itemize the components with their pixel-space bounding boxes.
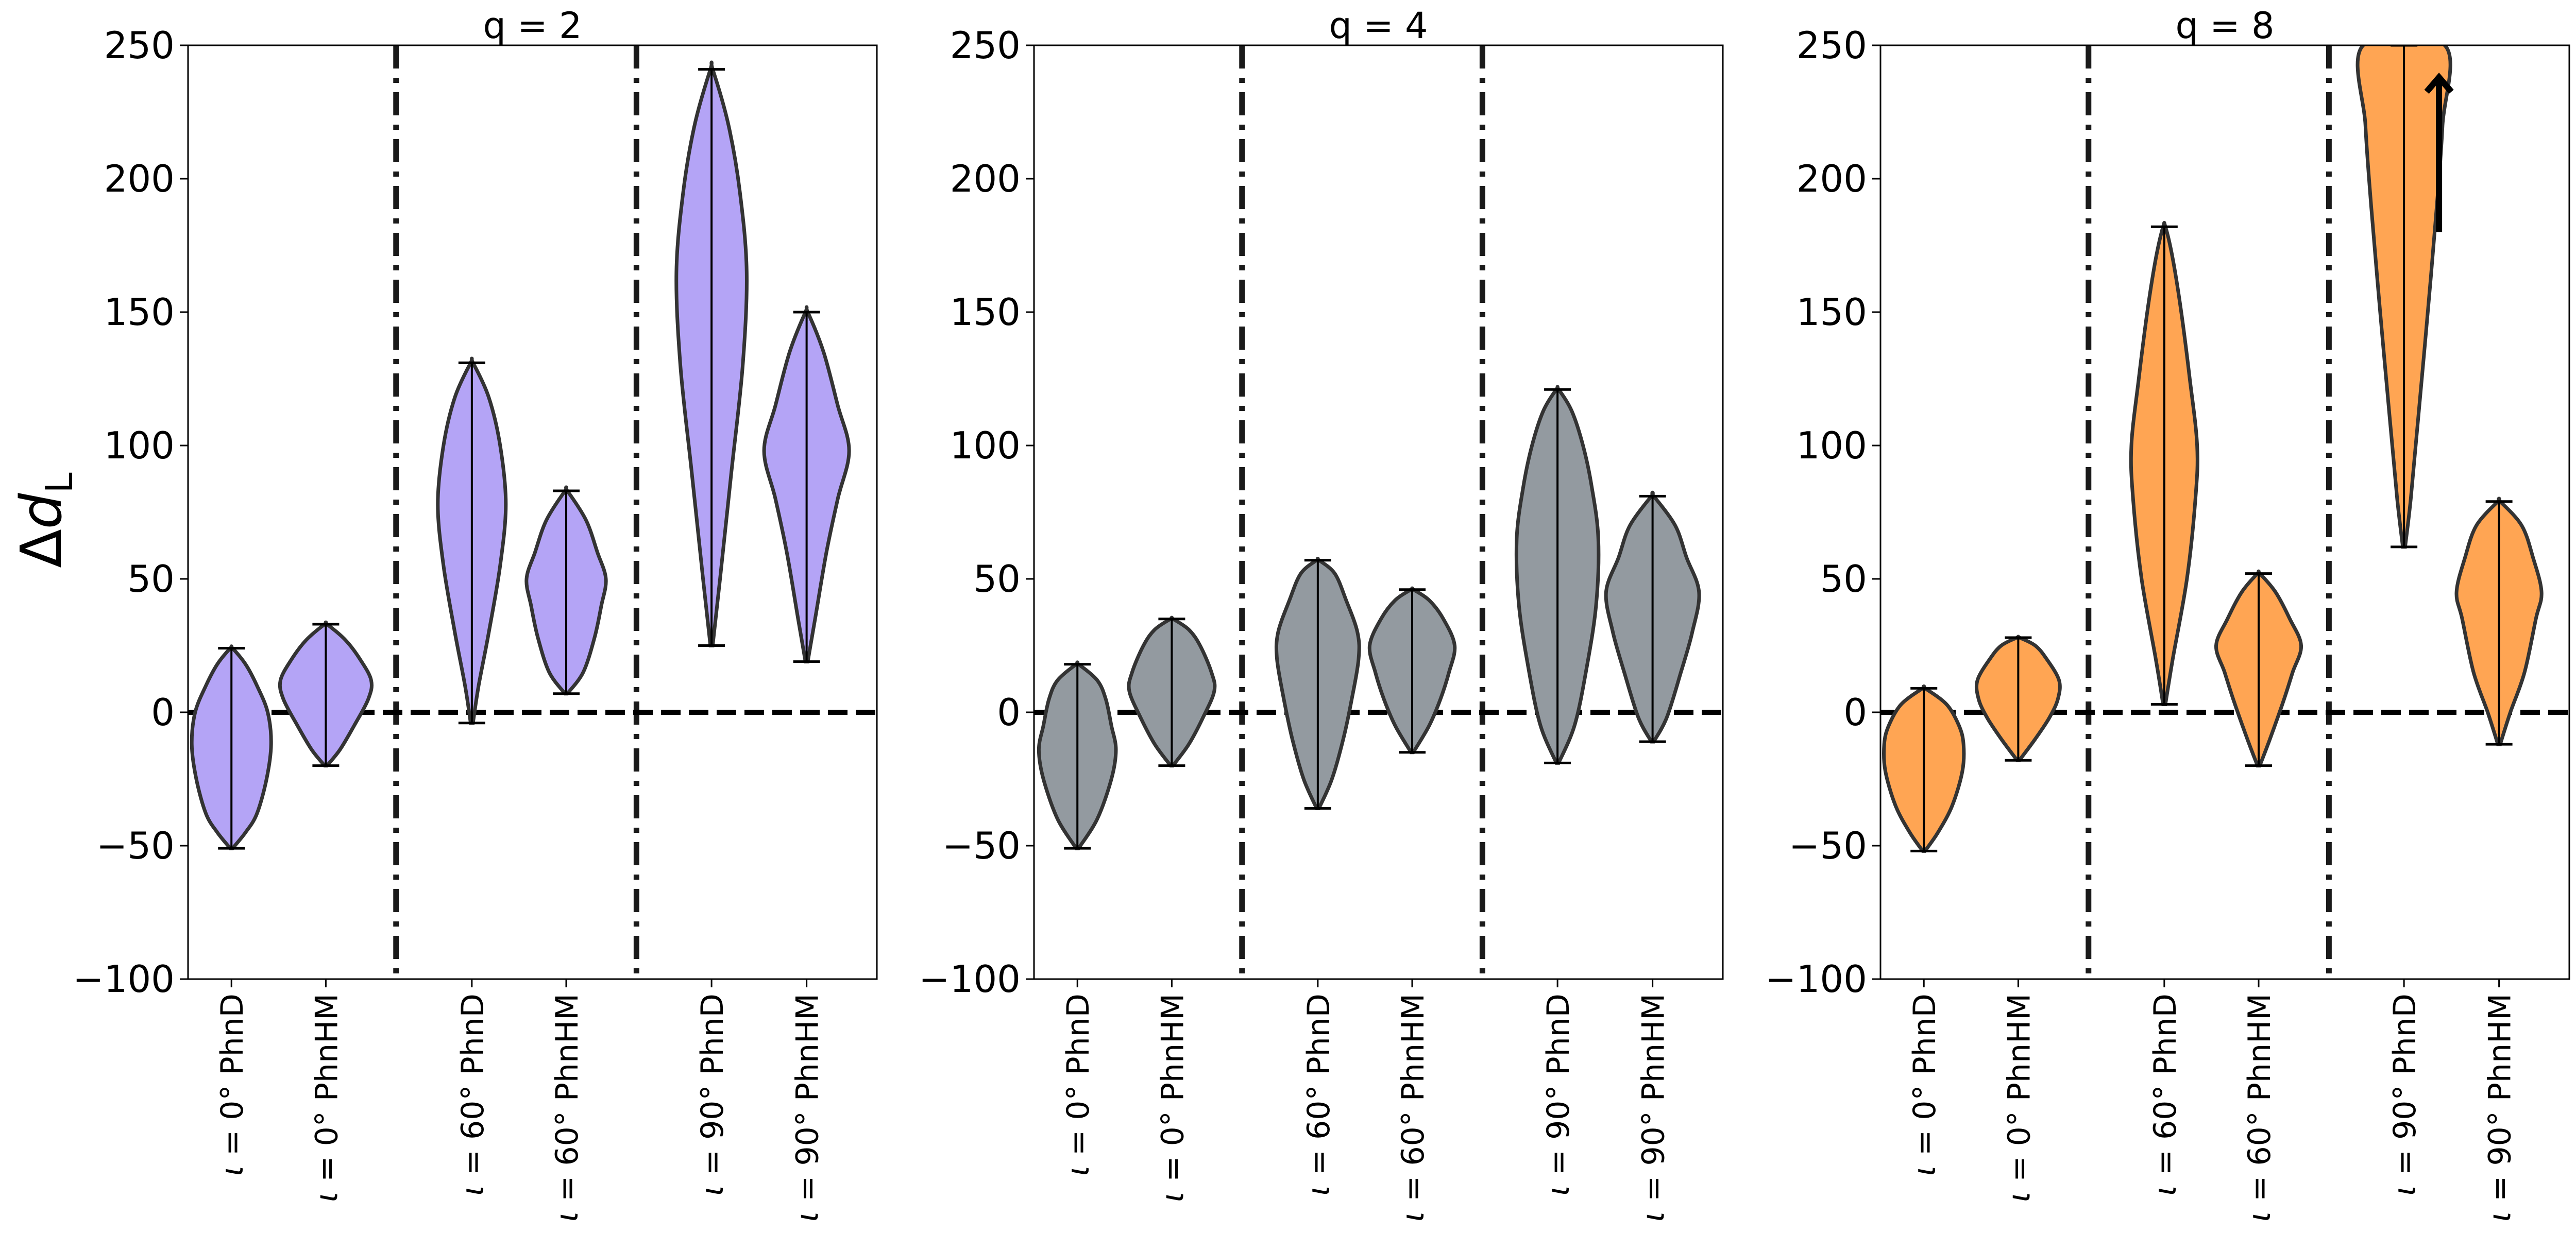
x-tick-label: ι = 0° PhnD: [1907, 994, 1943, 1176]
y-tick-label: 50: [973, 557, 1021, 601]
x-tick-label: ι = 0° PhnD: [1060, 994, 1096, 1176]
y-tick-label: 50: [1820, 557, 1867, 601]
y-tick-label: 200: [1797, 157, 1867, 200]
y-tick-label: 0: [151, 691, 175, 734]
x-tick-label: ι = 90° PhnHM: [790, 994, 826, 1222]
x-tick-label: ι = 60° PhnHM: [549, 994, 585, 1222]
x-tick-label: ι = 0° PhnHM: [1155, 994, 1191, 1202]
x-tick-label: ι = 60° PhnHM: [1395, 994, 1431, 1222]
y-tick-label: 150: [950, 290, 1021, 334]
plot-frame: [187, 44, 878, 980]
violins: [1037, 385, 1701, 850]
y-tick-label: 100: [1797, 424, 1867, 467]
plot-frame: [1879, 44, 2570, 980]
x-tick-label: ι = 0° PhnD: [214, 994, 250, 1176]
y-tick-label: −100: [919, 957, 1021, 1001]
y-tick-label: 50: [127, 557, 175, 601]
x-tick-label: ι = 0° PhnHM: [309, 994, 345, 1202]
y-tick-label: 0: [1843, 691, 1867, 734]
x-tick-label: ι = 60° PhnD: [1301, 994, 1337, 1196]
y-tick-label: 150: [1797, 290, 1867, 334]
plot-frame: [1033, 44, 1724, 980]
x-tick-label: ι = 60° PhnHM: [2242, 994, 2278, 1222]
x-tick-label: ι = 60° PhnD: [2147, 994, 2183, 1196]
y-tick-label: 150: [104, 290, 175, 334]
y-tick-label: 0: [997, 691, 1021, 734]
panel-q2: q = 2 −100 −50 0 50 100 150 200 250 ι = 0° PhnD ι …: [73, 5, 878, 1222]
x-tick-label: ι = 90° PhnD: [694, 994, 731, 1196]
y-tick-label: −50: [96, 824, 175, 867]
y-axis-label-var: d: [8, 492, 74, 529]
violins: [190, 60, 851, 850]
y-tick-label: 200: [950, 157, 1021, 200]
y-tick-label: −100: [73, 957, 175, 1001]
y-tick-label: 250: [1797, 24, 1867, 67]
y-tick-label: 100: [950, 424, 1021, 467]
y-tick-label: 250: [950, 24, 1021, 67]
off-scale-arrowhead: [2424, 72, 2454, 94]
panel-title: q = 8: [2175, 5, 2274, 47]
y-tick-label: 250: [104, 24, 175, 67]
y-tick-label: −50: [1789, 824, 1867, 867]
panel-q8: q = 8 −100 −50 0 50 100 150 200 250 ι = 0° PhnD ι …: [1765, 5, 2570, 1222]
y-axis-label-sub: L: [38, 472, 81, 493]
panel-title: q = 4: [1329, 5, 1428, 47]
x-tick-label: ι = 90° PhnHM: [2482, 994, 2518, 1222]
x-tick-label: ι = 60° PhnD: [455, 994, 491, 1196]
x-tick-label: ι = 90° PhnD: [2387, 994, 2423, 1196]
y-tick-label: −100: [1765, 957, 1867, 1001]
y-axis-label-delta: Δ: [8, 529, 74, 568]
y-tick-label: −50: [942, 824, 1021, 867]
y-axis-label: ΔdL: [8, 472, 81, 568]
y-tick-label: 200: [104, 157, 175, 200]
panel-q4: q = 4 −100 −50 0 50 100 150 200 250 ι = 0° PhnD ι …: [919, 5, 1724, 1222]
x-tick-label: ι = 0° PhnHM: [2001, 994, 2037, 1202]
x-tick-label: ι = 90° PhnHM: [1636, 994, 1672, 1222]
panel-title: q = 2: [483, 5, 582, 47]
x-tick-label: ι = 90° PhnD: [1540, 994, 1577, 1196]
violins: [1882, 45, 2544, 853]
y-tick-label: 100: [104, 424, 175, 467]
